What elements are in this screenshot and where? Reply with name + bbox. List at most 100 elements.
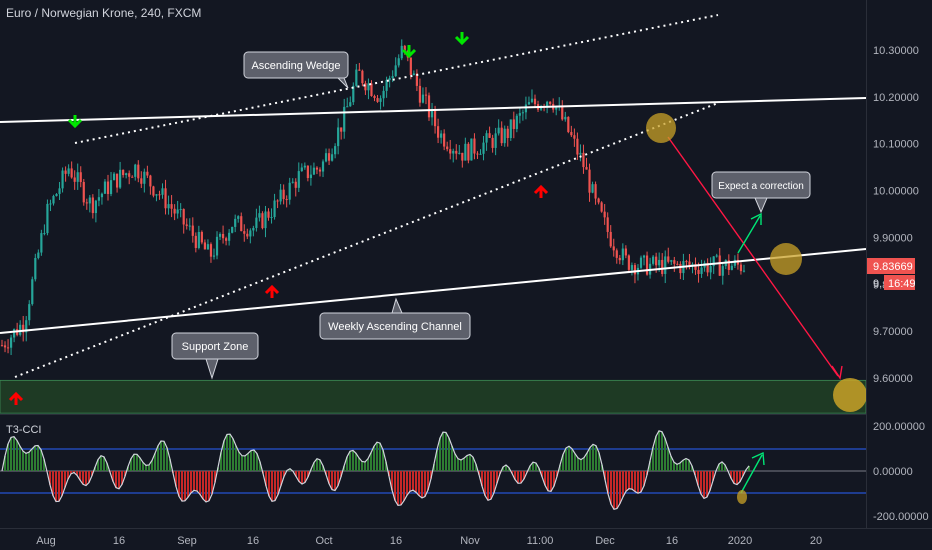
candle-body [58, 188, 61, 194]
candle-body [642, 255, 646, 258]
candle-body [85, 202, 88, 204]
candle-body [276, 200, 279, 202]
callout-ascending-wedge[interactable]: Ascending Wedge [243, 51, 349, 89]
candle-body [221, 233, 225, 239]
candle-body [249, 230, 252, 237]
candle-body [176, 209, 179, 214]
candle-body [22, 324, 25, 333]
candle-body [652, 256, 655, 264]
candle-body [564, 116, 567, 120]
candle-body [143, 171, 146, 184]
callout-text: Ascending Wedge [251, 60, 340, 72]
arrow-down-icon [67, 115, 83, 129]
candle-body [706, 262, 709, 273]
candle-body [61, 170, 64, 189]
candle-body [252, 227, 255, 231]
candle-body [358, 69, 361, 71]
time-axis[interactable]: Aug 16 Sep 16 Oct 16 Nov 11:00 Dec 16 2020 20 [36, 535, 822, 547]
candle-body [9, 337, 13, 348]
projection-green-line [737, 215, 761, 254]
channel-lower-line[interactable] [0, 248, 867, 334]
candle-body [618, 257, 621, 261]
candle-body [591, 184, 594, 193]
candle-body [670, 260, 673, 262]
price-axis[interactable]: 9.600009.700009.800009.9000010.0000010.1… [873, 45, 919, 385]
candle-body [128, 173, 131, 177]
countdown-text: 16:49 [888, 278, 916, 290]
last-price-text: 9.83669 [873, 261, 913, 273]
candle-body [191, 225, 194, 236]
candle-body [664, 256, 667, 274]
callout-support-zone[interactable]: Support Zone [171, 332, 259, 380]
price-tick-label: 10.10000 [873, 139, 919, 151]
candle-body [106, 181, 110, 194]
candle-body [555, 106, 558, 110]
candle-body [158, 194, 161, 196]
candle-body [709, 266, 712, 273]
candle-body [440, 133, 443, 138]
cci-axis[interactable]: 200.00000 0.00000 -200.00000 [873, 421, 929, 523]
channel-upper-line[interactable] [0, 97, 867, 123]
callout-weekly-channel[interactable]: Weekly Ascending Channel [319, 297, 471, 340]
candle-body [246, 233, 249, 237]
candle-body [400, 45, 403, 59]
candle-body [206, 244, 210, 250]
candle-body [327, 153, 331, 161]
candle-body [512, 119, 515, 129]
projection-red-line [667, 136, 839, 377]
last-price-badge: 9.83669 [867, 258, 915, 274]
candle-body [188, 225, 191, 227]
candle-body [461, 152, 464, 161]
candle-body [218, 233, 222, 237]
callout-text: Expect a correction [718, 181, 804, 192]
candle-body [225, 238, 228, 241]
candle-body [655, 256, 658, 266]
candle-body [119, 169, 122, 188]
candle-body [479, 153, 482, 155]
candle-body [609, 231, 612, 247]
wedge-upper-line[interactable] [74, 14, 719, 144]
candle-body [173, 208, 176, 214]
arrow-up-icon [8, 391, 24, 405]
candle-body [494, 133, 497, 148]
candle-body [518, 113, 521, 116]
candle-body [382, 90, 385, 99]
candle-body [727, 260, 730, 270]
candle-body [418, 85, 422, 103]
candle-body [64, 170, 67, 174]
candle-body [282, 189, 285, 200]
candle-body [503, 128, 506, 144]
candle-body [549, 101, 552, 104]
time-tick-label: Sep [177, 535, 197, 547]
candle-body [200, 232, 203, 243]
candle-body [306, 165, 309, 179]
price-tick-label: 9.90000 [873, 232, 913, 244]
candle-body [627, 255, 630, 270]
candle-body [194, 235, 197, 248]
candle-body [100, 193, 104, 198]
price-tick-label: 9.70000 [873, 326, 913, 338]
candle-body [506, 128, 509, 138]
time-tick-label: 16 [666, 535, 678, 547]
candle-body [373, 96, 376, 99]
candle-body [639, 257, 643, 268]
candle-body [146, 171, 149, 176]
candle-body [255, 217, 258, 228]
candle-body [467, 143, 470, 161]
candle-body [509, 119, 512, 138]
candle-body [167, 204, 170, 209]
candle-body [673, 260, 676, 264]
candle-body [321, 161, 325, 172]
candle-body [615, 250, 618, 258]
candle-body [630, 265, 634, 270]
callout-expect-correction[interactable]: Expect a correction [711, 171, 811, 214]
time-tick-label: 11:00 [527, 535, 554, 547]
candle-body [443, 133, 446, 147]
candle-body [270, 217, 273, 219]
candle-body [364, 83, 367, 91]
candle-body [476, 153, 479, 155]
candle-body [421, 94, 425, 103]
candle-body [209, 244, 213, 257]
candle-body [318, 169, 322, 172]
